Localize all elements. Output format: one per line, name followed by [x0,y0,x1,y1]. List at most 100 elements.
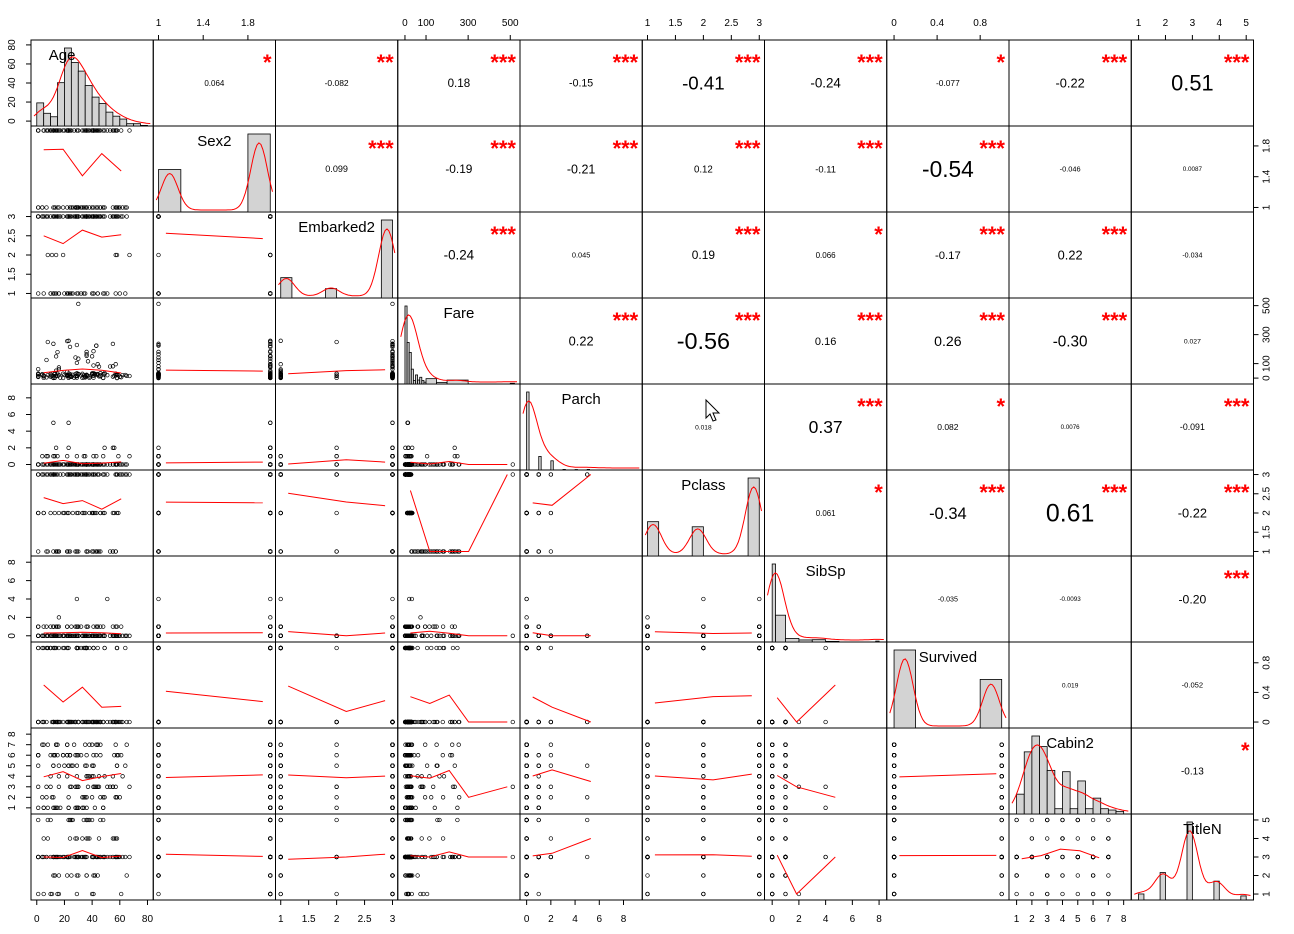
hist-bar-pclass-0 [647,521,660,557]
point-embarked2-age-121 [51,214,56,219]
point-cabin2-age-82 [56,784,62,789]
point-embarked2-age-80 [51,291,56,296]
panel-frame-survived-pclass [641,641,765,729]
point-embarked2-sex2-129 [268,291,273,296]
point-survived-pclass-131 [701,719,706,725]
variable-label-embarked2: Embarked2 [298,219,375,236]
point-embarked2-age-132 [58,214,63,219]
point-pclass-age-120 [62,510,67,516]
point-pclass-age-82 [56,549,62,554]
variable-label-cabin2: Cabin2 [1046,735,1094,752]
point-pclass-age-14 [51,549,56,554]
point-survived-embarked2-129 [278,645,283,651]
point-fare-age-106 [76,301,81,307]
point-embarked2-age-108 [119,214,124,219]
point-parch-age-20 [94,454,99,459]
corr-value-parch-pclass: 0.018 [695,424,712,431]
point-fare-age-121 [51,373,56,379]
point-sex2-age-100 [84,205,89,210]
point-sex2-age-138 [74,205,80,210]
smoother-cabin2-sex2 [165,774,263,778]
point-parch-age-4 [55,454,60,459]
point-cabin2-parch-136 [524,742,529,747]
point-fare-age-114 [48,374,53,379]
corr-value-fare-cabin2: -0.30 [1053,333,1088,350]
point-sex2-age-4 [55,205,60,210]
point-fare-embarked2-139 [390,375,395,380]
variable-label-titlen: TitleN [1183,821,1222,838]
smoother-survived-fare [410,694,508,723]
point-embarked2-age-113 [40,214,45,219]
point-cabin2-age-63 [92,805,98,810]
point-pclass-age-45 [56,510,62,516]
panel-frame-titlen-cabin2 [1008,813,1132,901]
point-sibsp-sex2-135 [268,624,273,629]
point-sex2-age-95 [91,128,96,133]
point-sibsp-age-82 [56,615,62,620]
point-fare-age-130 [127,373,132,379]
smoother-survived-embarked2 [287,685,386,713]
point-sex2-age-119 [67,128,73,133]
density-line-age [33,56,151,124]
point-sex2-age-75 [117,205,122,210]
panel-frame-survived-fare [397,641,521,729]
point-sex2-age-1 [94,205,99,210]
corr-stars-age-sibsp: *** [857,50,883,75]
point-parch-age-130 [127,454,132,459]
point-parch-fare-56 [429,462,434,467]
point-embarked2-age-136 [65,214,70,219]
hist-bar-fare-3 [410,368,414,385]
corr-value-sex2-fare: -0.19 [445,162,472,176]
point-embarked2-age-33 [67,214,73,219]
point-parch-age-102 [95,462,100,467]
point-survived-age-129 [36,645,41,651]
point-survived-parch-136 [524,719,529,725]
panel-frame-survived-age [30,641,154,729]
point-pclass-age-114 [48,510,53,516]
point-parch-age-54 [94,462,99,467]
point-fare-embarked2-128 [278,368,283,373]
point-cabin2-fare-69 [423,742,428,747]
hist-bar-age-13 [126,123,135,127]
point-cabin2-embarked2-112 [334,763,339,768]
point-cabin2-sex2-137 [268,805,273,810]
point-sex2-age-108 [119,128,124,133]
point-fare-age-64 [85,359,91,364]
point-sibsp-pclass-101 [645,624,650,629]
point-cabin2-parch-115 [536,774,541,779]
scatter-pclass-vs-parch [524,472,592,554]
point-sex2-age-122 [102,205,107,210]
panel-frame-cabin2-fare [397,727,521,815]
point-embarked2-sex2-105 [156,252,161,258]
point-parch-fare-67 [450,462,456,467]
point-cabin2-embarked2-136 [390,742,395,747]
smoother-parch-fare [410,460,508,465]
density-line-titlen [1134,830,1251,896]
point-parch-age-79 [52,462,57,467]
point-parch-age-7 [83,454,88,459]
point-pclass-age-86 [66,549,71,554]
point-sibsp-pclass-135 [757,624,762,629]
point-cabin2-fare-14 [452,763,457,768]
point-cabin2-age-139 [101,805,106,810]
corr-stars-sibsp-titlen: *** [1224,566,1250,591]
panel-layer: 0.064*-0.082**0.18***-0.15***-0.41***-0.… [30,39,1254,901]
point-cabin2-embarked2-105 [334,753,339,758]
point-fare-sex2-132 [268,375,273,380]
point-pclass-embarked2-137 [334,549,339,554]
point-embarked2-age-45 [56,291,62,296]
point-parch-fare-113 [408,454,413,459]
point-sex2-age-56 [44,205,49,210]
panel-frame-cabin2-survived [886,727,1010,815]
scatter-cabin2-vs-age [36,742,132,810]
scatter-pclass-vs-age [36,472,132,554]
point-sibsp-fare-64 [427,624,432,629]
point-embarked2-age-85 [81,214,86,219]
point-embarked2-age-79 [52,214,57,219]
point-parch-fare-122 [410,445,415,450]
smoother-fare-sex2 [165,369,263,372]
point-fare-age-137 [45,339,50,345]
hist-bar-titlen-1 [1159,872,1166,901]
corr-value-sex2-survived: -0.54 [922,156,974,182]
corr-stars-sex2-embarked2: *** [368,136,394,161]
